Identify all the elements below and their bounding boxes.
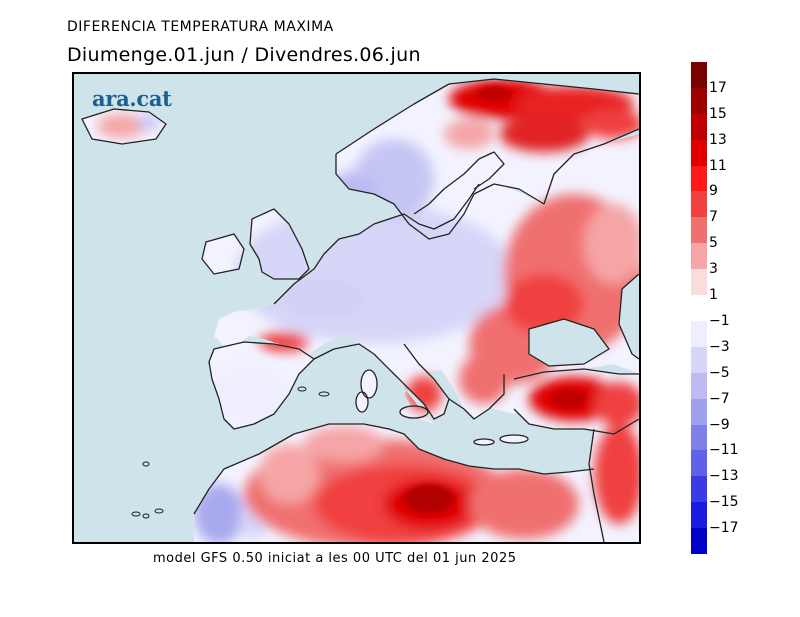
color-scale-label: 9 [709,183,718,200]
map-title: DIFERENCIA TEMPERATURA MAXIMA [67,19,334,35]
temperature-map: ara.cat [72,72,641,544]
color-scale-label: −9 [709,416,730,433]
color-scale-segment [691,165,707,192]
color-scale-segment [691,62,707,89]
map-svg [74,74,639,542]
color-scale-segment [691,217,707,244]
color-scale-segment [691,476,707,503]
color-scale-label: 1 [709,287,718,304]
color-scale-label: −17 [709,520,739,537]
color-scale-segment [691,87,707,115]
color-scale-label: 5 [709,235,718,252]
color-scale-segment [691,139,707,167]
color-scale-label: 13 [709,131,727,148]
color-scale-label: 11 [709,157,727,174]
color-scale-label: 17 [709,79,727,96]
color-scale-label: −7 [709,390,730,407]
color-scale-segment [691,528,707,555]
color-scale-segment [691,346,707,374]
model-footnote: model GFS 0.50 iniciat a les 00 UTC del … [153,551,517,566]
color-scale-label: 7 [709,209,718,226]
color-scale-label: −13 [709,468,739,485]
color-scale-label: −5 [709,364,730,381]
color-scale-segment [691,424,707,451]
ara-cat-logo: ara.cat [92,86,172,111]
color-scale-label: −3 [709,338,730,355]
color-scale-segment [691,398,707,426]
color-scale-segment [691,243,707,270]
map-subtitle: Diumenge.01.jun / Divendres.06.jun [67,44,421,66]
color-scale-segment [691,320,707,348]
color-scale-segment [691,113,707,141]
color-scale-label: 3 [709,261,718,278]
color-scale-segment [691,372,707,400]
color-scale-bar [691,62,707,555]
color-scale-label: −11 [709,442,739,459]
color-scale-segment [691,269,707,296]
color-scale-label: 15 [709,105,727,122]
color-scale-segment [691,191,707,218]
color-scale-label: −1 [709,312,730,329]
color-scale-segment [691,450,707,477]
color-scale-label: −15 [709,494,739,511]
color-scale-segment [691,502,707,529]
color-scale-segment [691,295,707,322]
